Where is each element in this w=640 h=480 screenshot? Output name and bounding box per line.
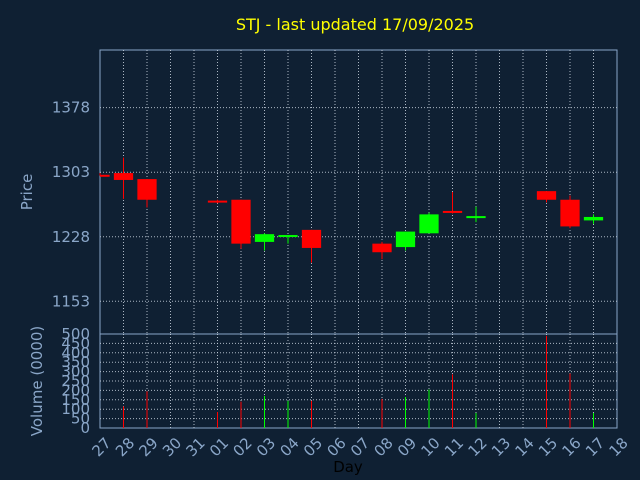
- volume-bars: [123, 335, 594, 428]
- candle-body: [395, 231, 416, 248]
- volume-tick-label: 350: [61, 353, 90, 371]
- x-tick-label: 04: [277, 434, 303, 460]
- x-tick-label: 06: [324, 434, 350, 460]
- x-tick-label: 15: [535, 434, 561, 460]
- candle-body: [301, 229, 322, 248]
- x-tick-label: 10: [418, 434, 444, 460]
- candle: [442, 192, 463, 214]
- volume-axis-label: Volume (0000): [28, 326, 46, 436]
- candle: [536, 191, 557, 203]
- price-axis-label: Price: [18, 174, 36, 211]
- price-tick-label: 1303: [52, 163, 90, 181]
- candle: [466, 206, 486, 223]
- price-tick-label: 1153: [52, 292, 90, 310]
- x-tick-label: 08: [371, 434, 397, 460]
- x-tick-label: 17: [582, 434, 608, 460]
- volume-tick-label: 0: [80, 419, 90, 437]
- price-y-ticks: 1153 1228 1303 1378: [52, 99, 90, 311]
- candle-body: [372, 243, 392, 253]
- price-panel: 1153 1228 1303 1378: [52, 49, 618, 335]
- x-tick-label: 27: [89, 434, 115, 460]
- candle: [395, 231, 416, 251]
- candle-body: [560, 199, 580, 227]
- price-tick-label: 1228: [52, 228, 90, 246]
- x-tick-label: 09: [394, 434, 420, 460]
- x-tick-label: 11: [441, 434, 467, 460]
- candle-body: [254, 234, 275, 242]
- volume-tick-label: 400: [61, 344, 90, 362]
- volume-tick-label: 300: [61, 363, 90, 381]
- x-axis-ticks: 2728293031010203040506070809101112131415…: [89, 434, 632, 460]
- chart-title: STJ - last updated 17/09/2025: [236, 15, 474, 34]
- x-tick-label: 01: [206, 434, 232, 460]
- x-tick-label: 30: [159, 434, 185, 460]
- volume-tick-label: 250: [61, 372, 90, 390]
- candle: [113, 157, 134, 199]
- volume-tick-label: 500: [61, 325, 90, 343]
- volume-tick-label: 200: [61, 381, 90, 399]
- x-tick-label: 03: [253, 434, 279, 460]
- volume-tick-label: 100: [61, 400, 90, 418]
- candle-body: [137, 179, 157, 200]
- volume-grid: [100, 334, 617, 428]
- x-tick-label: 14: [512, 434, 538, 460]
- x-tick-label: 05: [300, 434, 326, 460]
- candle-body: [583, 216, 604, 221]
- candle-body: [113, 173, 134, 180]
- candle-body: [207, 200, 228, 203]
- volume-tick-label: 150: [61, 391, 90, 409]
- x-tick-label: 02: [230, 434, 256, 460]
- candle-body: [278, 235, 298, 238]
- x-axis-label: Day: [333, 458, 363, 476]
- candle-body: [100, 174, 110, 177]
- candle: [583, 214, 604, 224]
- candle: [207, 199, 228, 204]
- x-tick-label: 12: [465, 434, 491, 460]
- volume-tick-label: 450: [61, 334, 90, 352]
- candle: [372, 241, 392, 260]
- candle-body: [231, 199, 251, 244]
- candle: [254, 233, 275, 251]
- candle: [278, 235, 298, 244]
- candle: [137, 179, 157, 208]
- candles: [99, 157, 604, 263]
- candle: [301, 229, 322, 263]
- x-tick-label: 07: [347, 434, 373, 460]
- candle: [99, 173, 110, 177]
- candle-body: [466, 216, 486, 219]
- candle-body: [419, 214, 439, 234]
- candle-body: [442, 210, 463, 213]
- x-tick-label: 28: [112, 434, 138, 460]
- x-tick-label: 31: [183, 434, 209, 460]
- candle: [560, 195, 580, 229]
- x-tick-label: 29: [136, 434, 162, 460]
- x-tick-label: 13: [488, 434, 514, 460]
- candle-body: [536, 191, 557, 200]
- candle: [419, 212, 439, 234]
- x-tick-label: 18: [606, 434, 632, 460]
- candle: [231, 199, 251, 249]
- x-tick-label: 16: [559, 434, 585, 460]
- volume-tick-label: 50: [71, 410, 90, 428]
- price-tick-label: 1378: [52, 99, 90, 117]
